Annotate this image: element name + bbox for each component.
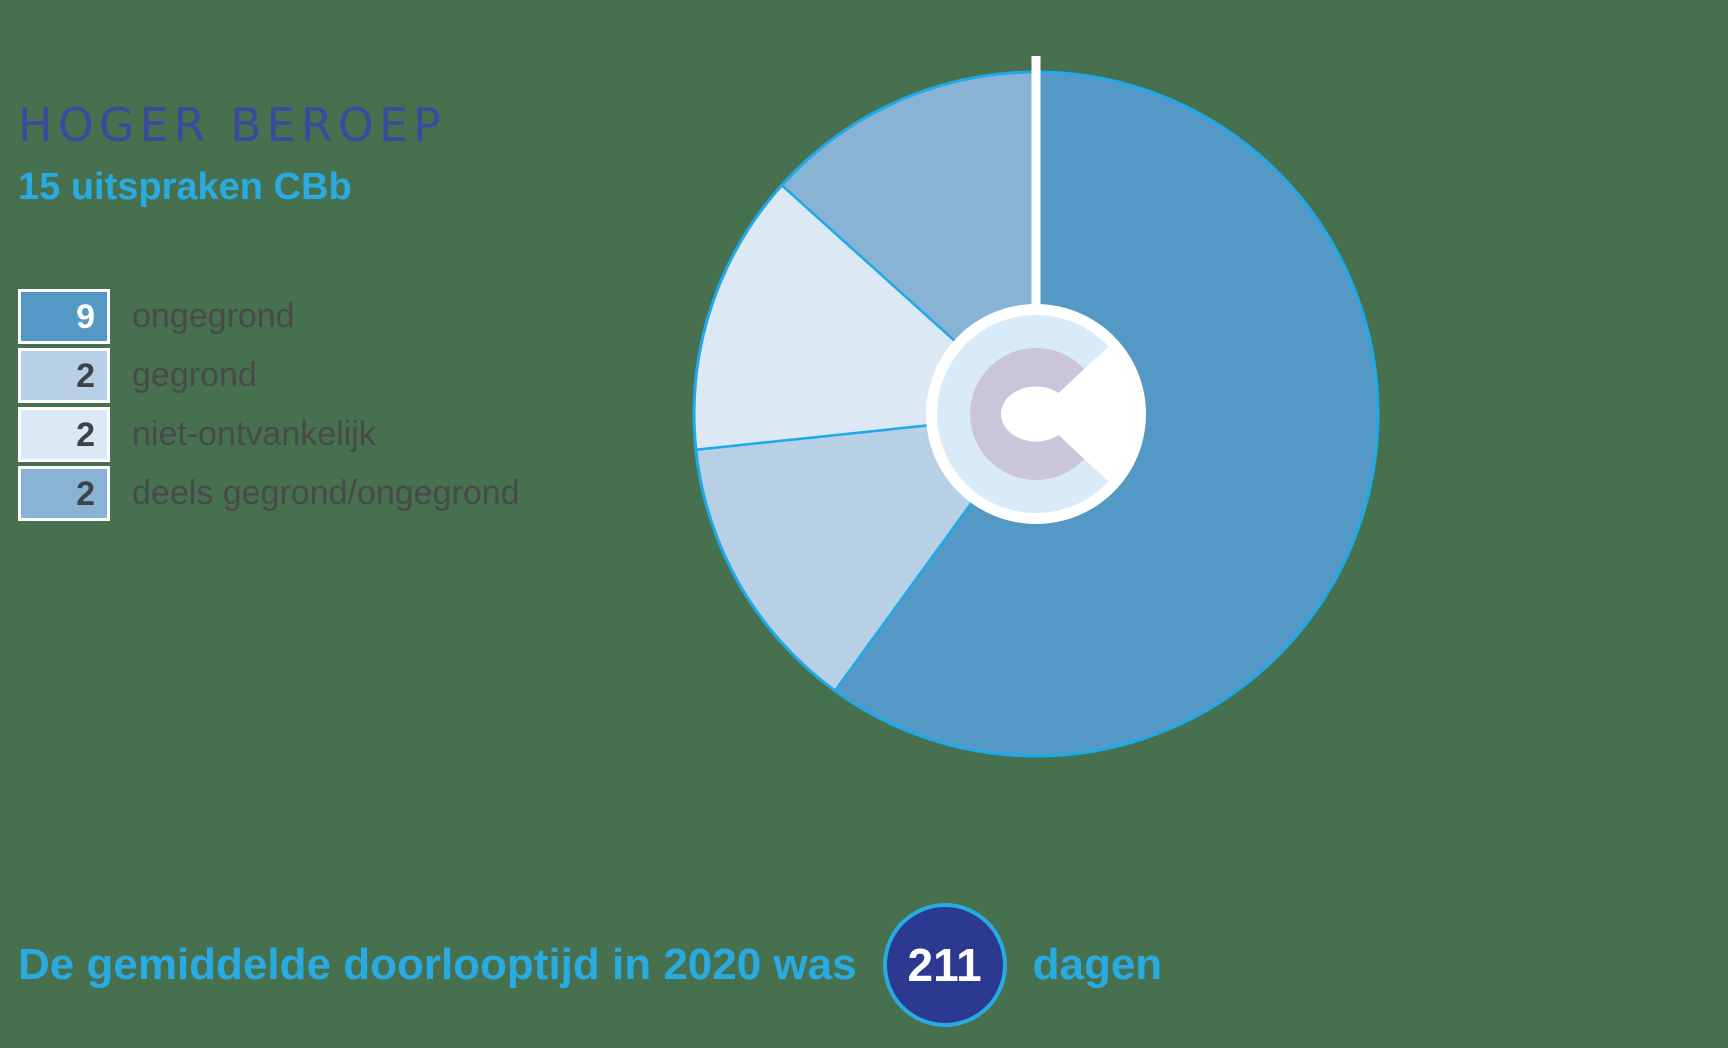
subtitle: 15 uitspraken CBb	[18, 166, 352, 208]
average-duration: De gemiddelde doorlooptijd in 2020 was 2…	[18, 903, 1162, 1027]
legend-row-gegrond: 2 gegrond	[18, 348, 520, 403]
legend-swatch-deels-gegrond-ongegrond: 2	[18, 466, 110, 521]
legend: 9 ongegrond 2 gegrond 2 niet-ontvankelijk 2 dee…	[18, 289, 520, 525]
legend-value: 9	[76, 297, 95, 336]
legend-label: gegrond	[132, 356, 257, 394]
legend-row-niet-ontvankelijk: 2 niet-ontvankelijk	[18, 407, 520, 462]
avg-text-before: De gemiddelde doorlooptijd in 2020 was	[18, 940, 857, 989]
divider-line	[1031, 56, 1041, 310]
header: HOGER BEROEP 15 uitspraken CBb	[18, 98, 446, 209]
legend-label: ongegrond	[132, 297, 295, 335]
legend-value: 2	[76, 415, 95, 454]
legend-row-ongegrond: 9 ongegrond	[18, 289, 520, 344]
duration-value: 211	[907, 939, 982, 991]
pie-chart	[666, 44, 1406, 784]
legend-swatch-niet-ontvankelijk: 2	[18, 407, 110, 462]
legend-swatch-gegrond: 2	[18, 348, 110, 403]
legend-row-deels-gegrond-ongegrond: 2 deels gegrond/ongegrond	[18, 466, 520, 521]
legend-value: 2	[76, 474, 95, 513]
cbb-logo-wedge	[1036, 346, 1135, 482]
avg-text-after: dagen	[1032, 940, 1163, 989]
legend-value: 2	[76, 356, 95, 395]
legend-swatch-ongegrond: 9	[18, 289, 110, 344]
legend-label: deels gegrond/ongegrond	[132, 474, 520, 512]
legend-label: niet-ontvankelijk	[132, 415, 376, 453]
page-title: HOGER BEROEP	[18, 98, 446, 152]
duration-badge: 211	[882, 903, 1007, 1027]
pie-chart-svg	[692, 56, 1380, 758]
cbb-logo-center	[1001, 386, 1071, 442]
